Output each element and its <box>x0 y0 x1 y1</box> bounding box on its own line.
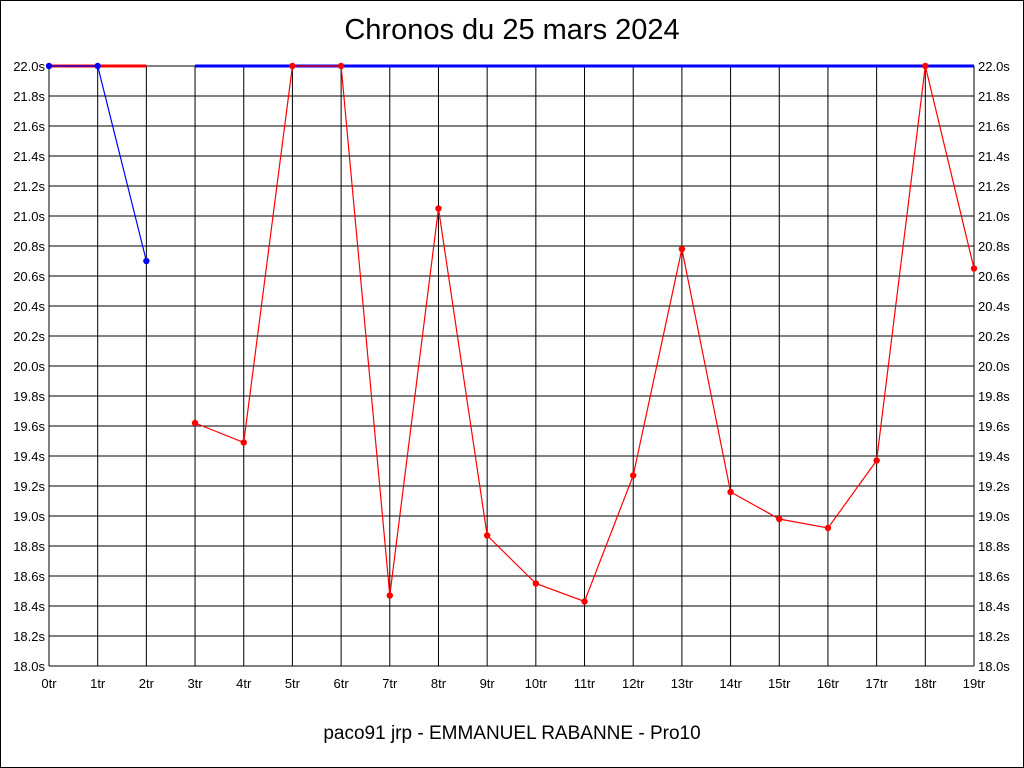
chart-title: Chronos du 25 mars 2024 <box>344 14 680 46</box>
y-tick-label-right: 18.2s <box>978 629 1010 644</box>
x-tick-label: 11tr <box>574 676 596 691</box>
data-point <box>776 515 783 523</box>
y-tick-label-right: 21.6s <box>978 119 1010 134</box>
y-tick-label-right: 21.8s <box>978 89 1010 104</box>
x-tick-label: 6tr <box>334 676 350 691</box>
y-tick-label-left: 18.4s <box>13 599 45 614</box>
x-tick-label: 17tr <box>865 676 888 691</box>
y-tick-label-left: 20.4s <box>13 299 45 314</box>
data-point <box>289 62 296 70</box>
x-tick-label: 0tr <box>41 676 57 691</box>
y-tick-label-left: 18.0s <box>13 659 45 674</box>
x-tick-label: 13tr <box>671 676 694 691</box>
y-tick-label-right: 19.6s <box>978 419 1010 434</box>
x-tick-label: 10tr <box>525 676 548 691</box>
y-tick-label-right: 21.4s <box>978 149 1010 164</box>
x-tick-label: 19tr <box>963 676 986 691</box>
x-tick-label: 2tr <box>139 676 155 691</box>
x-tick-label: 14tr <box>719 676 742 691</box>
y-tick-label-left: 21.0s <box>13 209 45 224</box>
y-tick-label-left: 19.2s <box>13 479 45 494</box>
y-tick-label-left: 18.2s <box>13 629 45 644</box>
data-point <box>970 265 978 272</box>
y-tick-label-left: 19.6s <box>13 419 45 434</box>
data-point <box>191 419 199 427</box>
x-tick-label: 8tr <box>431 676 447 691</box>
x-tick-label: 15tr <box>768 676 791 691</box>
data-point <box>630 472 637 479</box>
y-tick-label-left: 20.2s <box>13 329 45 344</box>
x-tick-label: 12tr <box>622 676 645 691</box>
y-tick-label-left: 20.6s <box>13 269 45 284</box>
data-point <box>386 592 393 599</box>
chart-subtitle: paco91 jrp - EMMANUEL RABANNE - Pro10 <box>323 723 701 744</box>
y-tick-label-right: 22.0s <box>978 59 1010 74</box>
x-tick-label: 4tr <box>236 676 252 691</box>
x-tick-label: 1tr <box>90 676 106 691</box>
y-tick-label-left: 19.0s <box>13 509 45 524</box>
y-tick-label-left: 21.2s <box>13 179 45 194</box>
x-tick-label: 18tr <box>914 676 937 691</box>
y-tick-label-right: 21.2s <box>978 179 1010 194</box>
y-tick-label-right: 18.4s <box>978 599 1010 614</box>
x-tick-label: 7tr <box>382 676 398 691</box>
data-point <box>435 205 442 212</box>
data-point <box>922 62 929 70</box>
y-tick-label-left: 19.8s <box>13 389 45 404</box>
y-tick-label-right: 19.4s <box>978 449 1010 464</box>
data-point <box>143 257 150 265</box>
y-tick-label-right: 20.8s <box>978 239 1010 254</box>
data-point <box>532 580 540 587</box>
y-tick-label-left: 18.6s <box>13 569 45 584</box>
x-tick-label: 9tr <box>480 676 496 691</box>
y-tick-label-right: 19.2s <box>978 479 1010 494</box>
data-point <box>727 488 734 496</box>
y-tick-label-left: 21.8s <box>13 89 45 104</box>
y-tick-label-right: 18.0s <box>978 659 1010 674</box>
y-tick-label-right: 21.0s <box>978 209 1010 224</box>
x-tick-label: 3tr <box>187 676 203 691</box>
y-tick-label-left: 20.8s <box>13 239 45 254</box>
y-tick-label-right: 20.2s <box>978 329 1010 344</box>
y-tick-label-left: 21.4s <box>13 149 45 164</box>
y-tick-label-right: 20.4s <box>978 299 1010 314</box>
y-tick-label-left: 21.6s <box>13 119 45 134</box>
y-tick-label-left: 20.0s <box>13 359 45 374</box>
data-point <box>678 245 686 253</box>
data-point <box>873 457 880 464</box>
data-point <box>94 62 101 70</box>
data-point <box>337 62 345 70</box>
y-tick-label-right: 18.8s <box>978 539 1010 554</box>
data-point <box>483 532 491 539</box>
data-point <box>240 439 247 446</box>
data-point <box>45 62 53 70</box>
x-tick-label: 5tr <box>285 676 301 691</box>
y-tick-label-right: 20.0s <box>978 359 1010 374</box>
y-tick-label-left: 19.4s <box>13 449 45 464</box>
y-tick-label-right: 18.6s <box>978 569 1010 584</box>
data-point <box>581 598 588 605</box>
y-tick-label-left: 22.0s <box>13 59 45 74</box>
y-tick-label-right: 20.6s <box>978 269 1010 284</box>
y-tick-label-left: 18.8s <box>13 539 45 554</box>
y-tick-label-right: 19.0s <box>978 509 1010 524</box>
y-tick-label-right: 19.8s <box>978 389 1010 404</box>
x-tick-label: 16tr <box>817 676 840 691</box>
data-point <box>824 524 832 532</box>
